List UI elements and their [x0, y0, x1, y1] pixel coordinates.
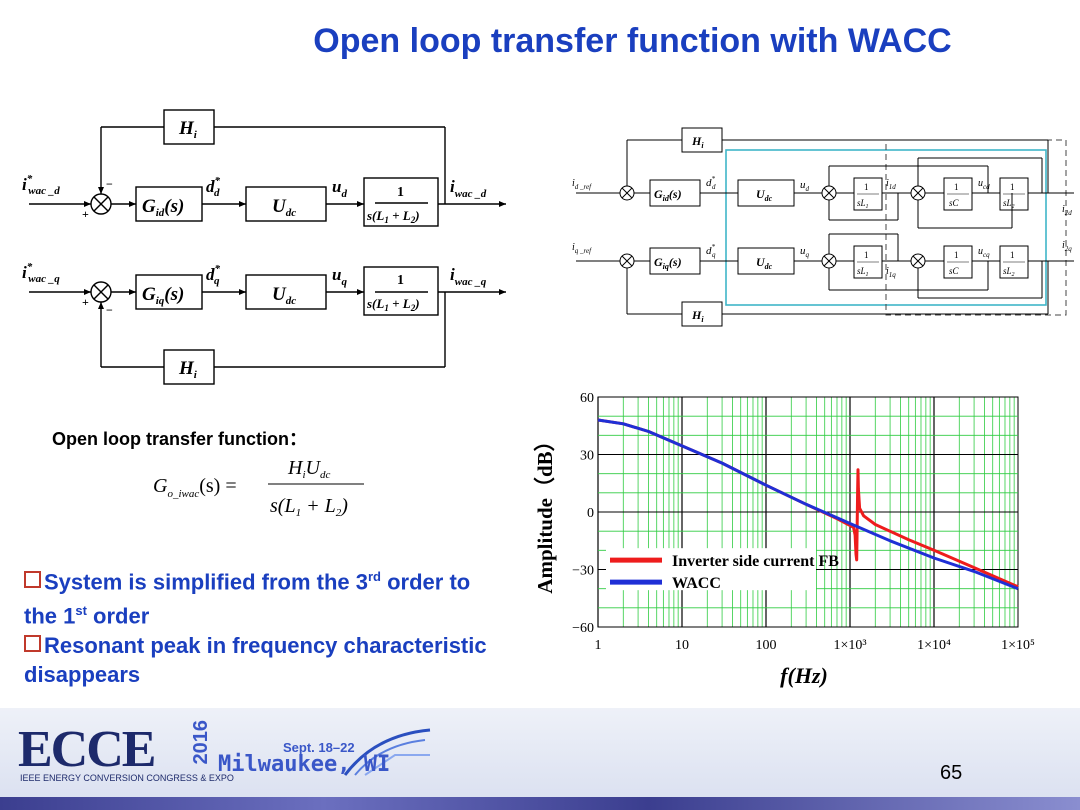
svg-text:i1q: i1q: [886, 266, 896, 279]
x-tick-label: 1×10³: [833, 638, 866, 653]
svg-text:sC: sC: [949, 198, 960, 208]
svg-text:Hi: Hi: [691, 134, 704, 150]
logo-subtitle: IEEE ENERGY CONVERSION CONGRESS & EXPO: [20, 773, 234, 783]
footer-band: [0, 708, 1080, 810]
svg-text:1: 1: [397, 273, 404, 288]
x-tick-label: 1×10⁴: [917, 638, 951, 653]
svg-text:i2d: i2d: [1062, 204, 1072, 217]
plant-block-d: [363, 177, 439, 227]
input-label-q: i* wac _q: [22, 261, 60, 285]
svg-text:i1d: i1d: [886, 178, 896, 191]
svg-text:ud: ud: [800, 179, 810, 193]
y-tick-label: 60: [580, 391, 594, 406]
plant-den-d: s(L1 + L2): [366, 208, 420, 225]
logo-year: 2016: [190, 720, 212, 765]
dq-label: d* q: [206, 263, 221, 287]
svg-text:Udc: Udc: [756, 255, 773, 271]
y-tick-label: −30: [572, 564, 594, 579]
svg-text:1: 1: [1010, 250, 1015, 260]
udc-label-q: Udc: [272, 284, 296, 307]
svg-text:sL2: sL2: [1003, 266, 1015, 278]
bullet-box-icon: [24, 634, 41, 652]
svg-text:uq: uq: [800, 245, 810, 259]
transfer-function-formula: Go_iwac(s) = HiUdc s(L1 + L2): [153, 457, 364, 519]
legend-label: Inverter side current FB: [672, 553, 839, 570]
formula-numerator: HiUdc: [287, 457, 330, 481]
output-label-d: iwac _d: [450, 177, 487, 200]
svg-text:1: 1: [397, 185, 404, 200]
input-label-d: i* wac _d: [22, 173, 60, 197]
svg-text:Udc: Udc: [756, 187, 773, 203]
y-tick-label: −60: [572, 621, 594, 636]
bullet-item: System is simplified from the 3rd order …: [24, 569, 471, 629]
bullet-box-icon: [24, 571, 41, 589]
conference-dates: Sept. 18–22: [283, 740, 355, 755]
x-tick-label: 100: [756, 638, 777, 653]
svg-text:Gid(s): Gid(s): [654, 187, 682, 203]
svg-text:−: −: [106, 177, 113, 191]
svg-text:sL2: sL2: [1003, 198, 1015, 210]
svg-text:1: 1: [864, 182, 869, 192]
svg-text:−: −: [106, 303, 113, 317]
giq-label: Giq(s): [142, 284, 184, 307]
y-tick-label: 30: [580, 449, 594, 464]
svg-text:1: 1: [954, 250, 959, 260]
bode-magnitude-chart: 60 30 0 −30 −601 10 100 1×10³ 1×10⁴ 1×10⁵ f(Hz) Amp…: [533, 391, 1035, 688]
svg-text:i2q: i2q: [1062, 240, 1072, 253]
svg-text:sL1: sL1: [857, 198, 869, 210]
svg-text:sC: sC: [949, 266, 960, 276]
formula-label: Open loop transfer function：: [52, 429, 307, 449]
x-tick-label: 1×10⁵: [1001, 638, 1035, 653]
plant-block-q: [363, 266, 439, 316]
y-tick-label: 0: [587, 506, 594, 521]
uq-label: uq: [332, 265, 347, 288]
hi-label-q: Hi: [178, 358, 198, 381]
svg-text:d*q: d* q: [706, 243, 716, 259]
svg-text:Go_iwac(s) =: Go_iwac(s) =: [153, 475, 237, 500]
svg-text:Hi: Hi: [691, 308, 704, 324]
svg-text:d*d: d* d: [706, 175, 716, 191]
series-line: [597, 418, 1019, 591]
y-axis-label: Amplitude（dB）: [533, 430, 557, 593]
svg-text:1: 1: [1010, 182, 1015, 192]
plant-den-q: s(L1 + L2): [366, 296, 420, 313]
x-tick-label: 1: [595, 638, 602, 653]
formula-lhs-sub: o_iwac: [167, 488, 199, 500]
output-label-q: iwac _q: [450, 265, 487, 288]
x-axis-label: f(Hz): [780, 663, 828, 688]
svg-text:id _ref: id _ref: [572, 178, 592, 191]
ud-label: ud: [332, 177, 347, 200]
gid-label: Gid(s): [142, 196, 184, 219]
hi-label-d: Hi: [178, 118, 198, 141]
svg-text:iq _ref: iq _ref: [572, 242, 592, 255]
left-block-diagram: Hi Gid(s) Udc 1 s(L1 + L2) i* wac _d d* d …: [22, 109, 506, 385]
svg-text:ucq: ucq: [978, 246, 990, 259]
svg-text:1: 1: [954, 182, 959, 192]
bullet-list: System is simplified from the 3rd order …: [24, 562, 504, 689]
svg-text:+: +: [82, 295, 89, 309]
right-block-diagram: Hi Hi Gid(s) Giq(s) Udc Udc id _ref iq _…: [572, 127, 1074, 327]
svg-text:sL1: sL1: [857, 266, 869, 278]
formula-lhs-arg: (s) =: [199, 475, 236, 497]
ecce-logo: ECCE: [18, 721, 156, 778]
svg-text:Giq(s): Giq(s): [654, 255, 682, 271]
conference-city: Milwaukee, WI: [218, 752, 391, 777]
slide-title: Open loop transfer function with WACC: [313, 22, 952, 60]
conference-emblem-icon: [343, 728, 431, 776]
page-number: 65: [940, 762, 963, 784]
udc-label-d: Udc: [272, 196, 296, 219]
legend-label: WACC: [672, 575, 721, 592]
svg-text:+: +: [82, 207, 89, 221]
svg-text:1: 1: [864, 250, 869, 260]
dd-label: d* d: [206, 175, 221, 199]
x-tick-label: 10: [675, 638, 689, 653]
bullet-item: Resonant peak in frequency characteristi…: [24, 632, 487, 687]
footer-stripe: [0, 797, 1080, 810]
formula-denominator: s(L1 + L2): [270, 495, 348, 519]
